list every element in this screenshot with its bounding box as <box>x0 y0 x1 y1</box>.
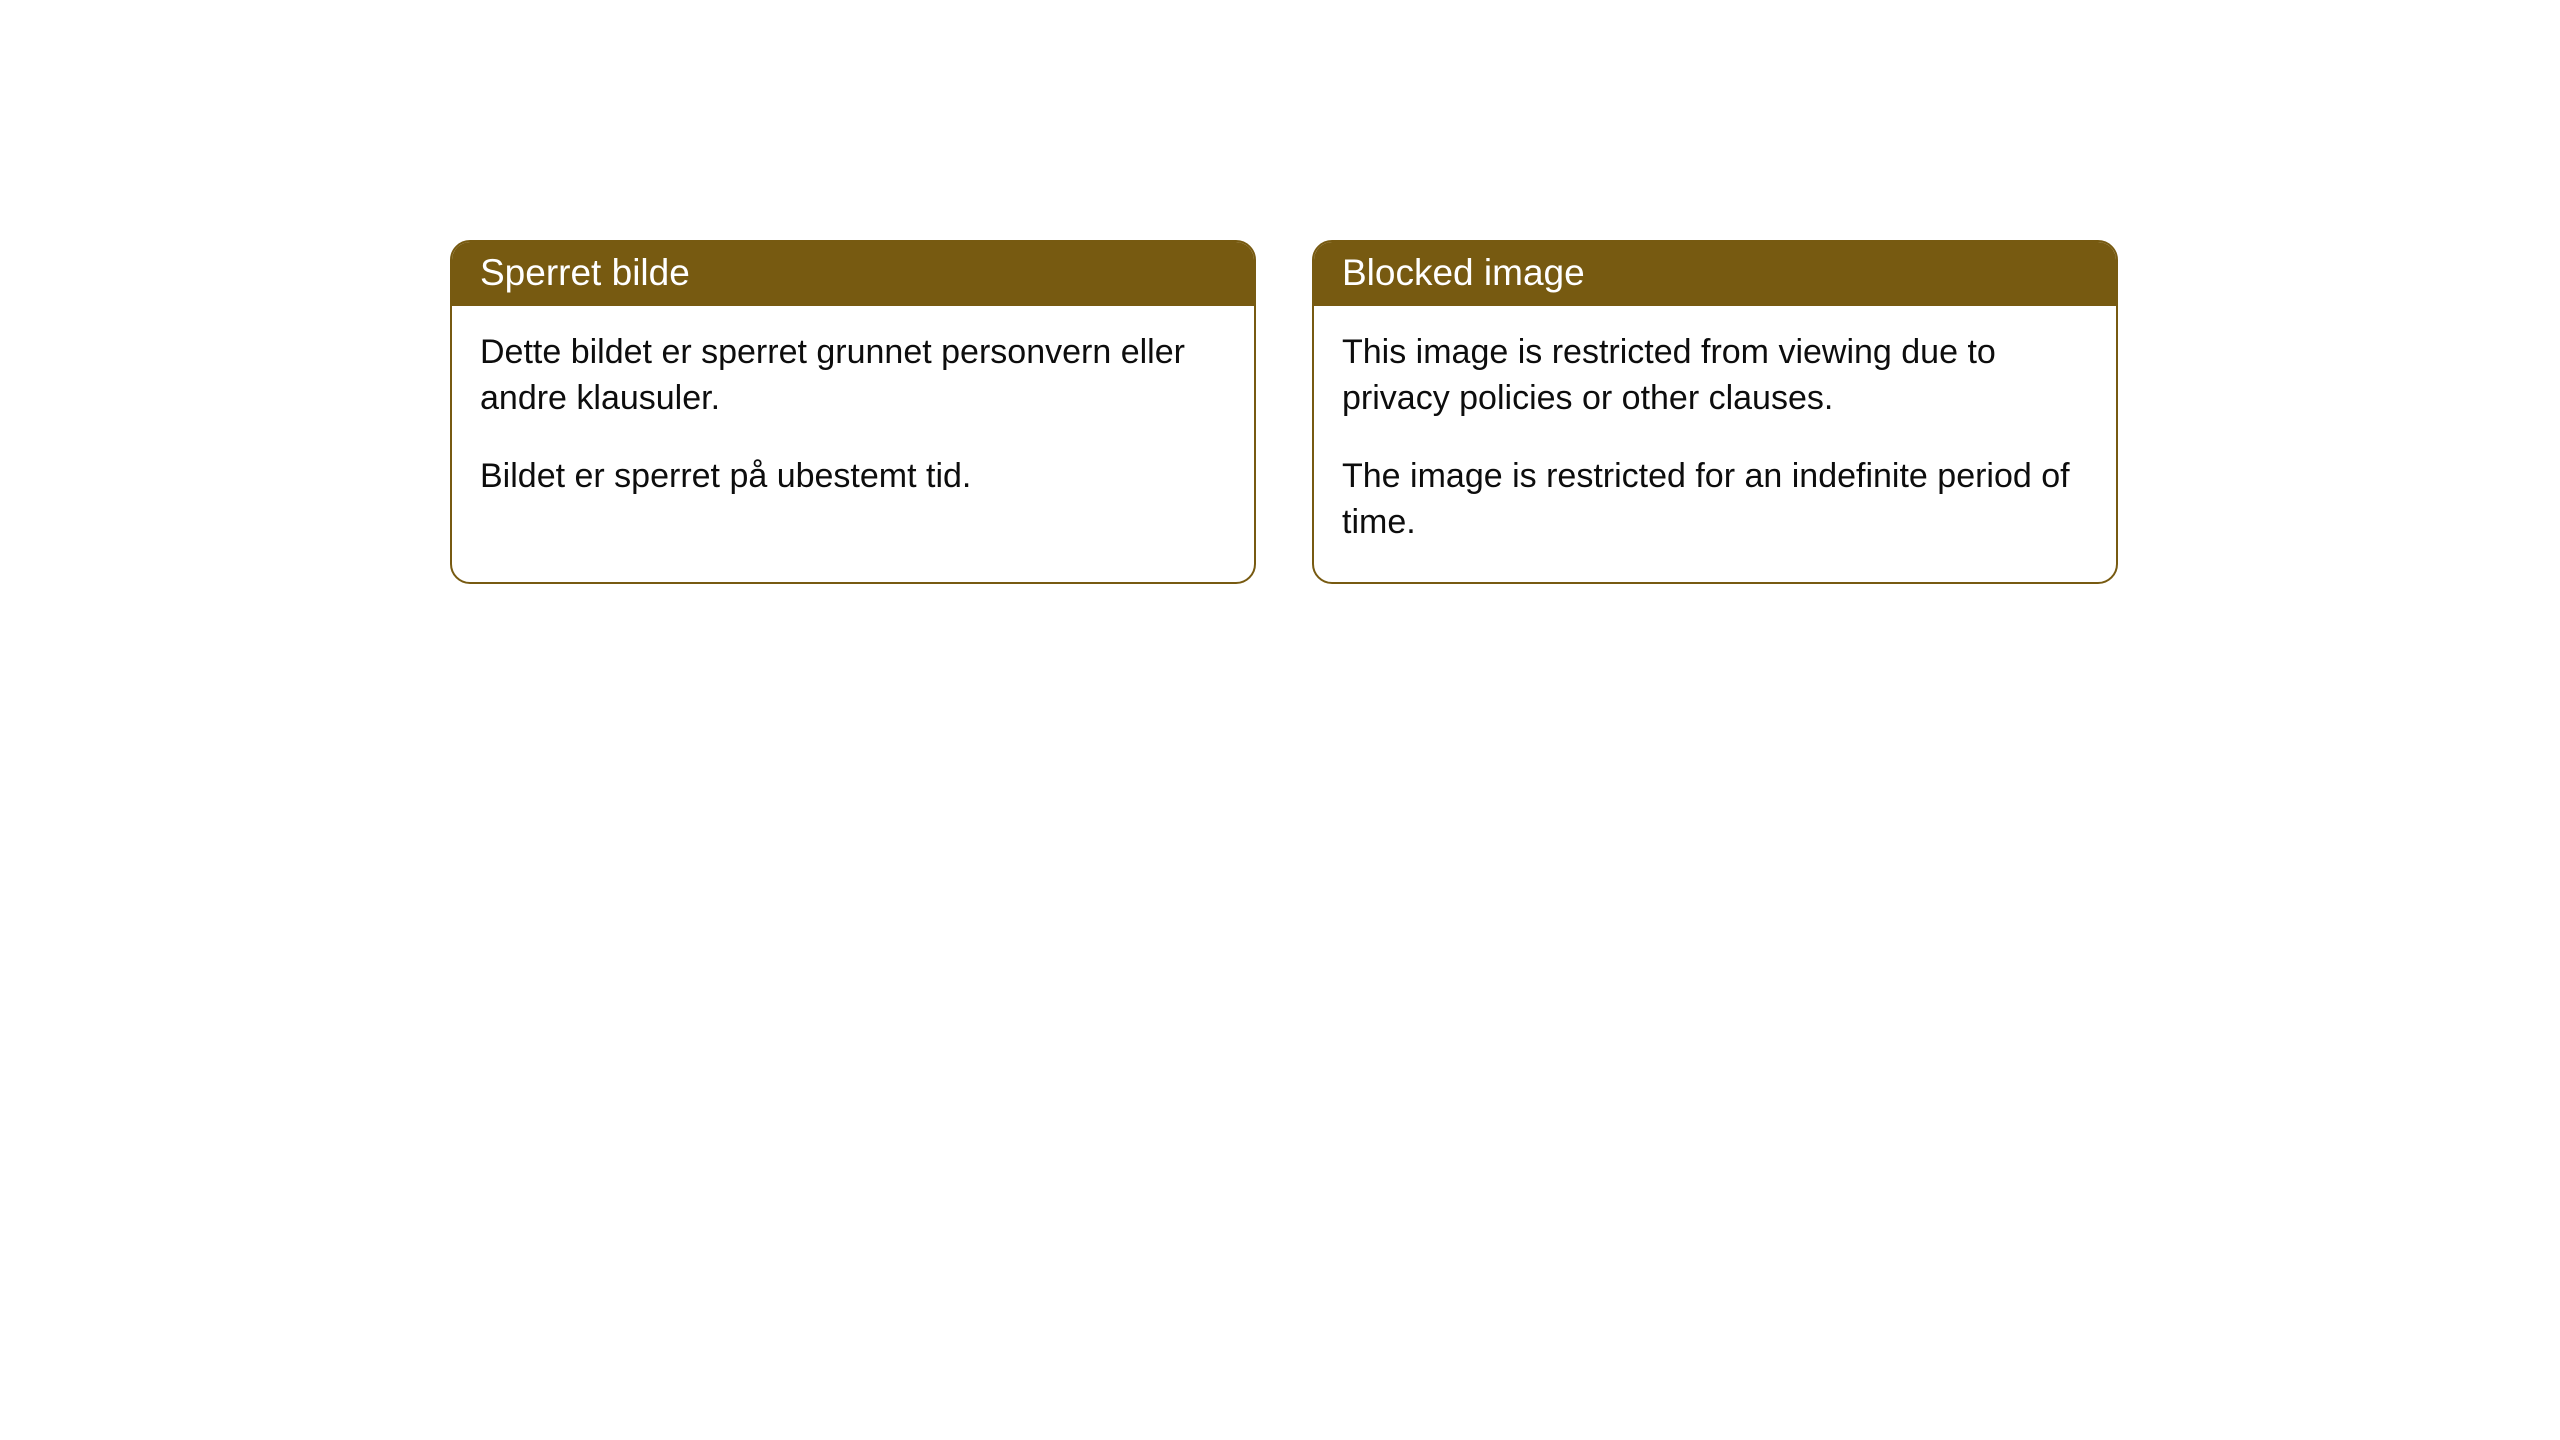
notice-cards-container: Sperret bilde Dette bildet er sperret gr… <box>450 240 2118 584</box>
card-header: Blocked image <box>1314 242 2116 306</box>
card-body: This image is restricted from viewing du… <box>1314 306 2116 582</box>
notice-paragraph: Bildet er sperret på ubestemt tid. <box>480 454 1226 500</box>
card-body: Dette bildet er sperret grunnet personve… <box>452 306 1254 536</box>
card-header: Sperret bilde <box>452 242 1254 306</box>
notice-paragraph: The image is restricted for an indefinit… <box>1342 454 2088 546</box>
notice-paragraph: Dette bildet er sperret grunnet personve… <box>480 330 1226 422</box>
notice-paragraph: This image is restricted from viewing du… <box>1342 330 2088 422</box>
notice-card-english: Blocked image This image is restricted f… <box>1312 240 2118 584</box>
notice-card-norwegian: Sperret bilde Dette bildet er sperret gr… <box>450 240 1256 584</box>
